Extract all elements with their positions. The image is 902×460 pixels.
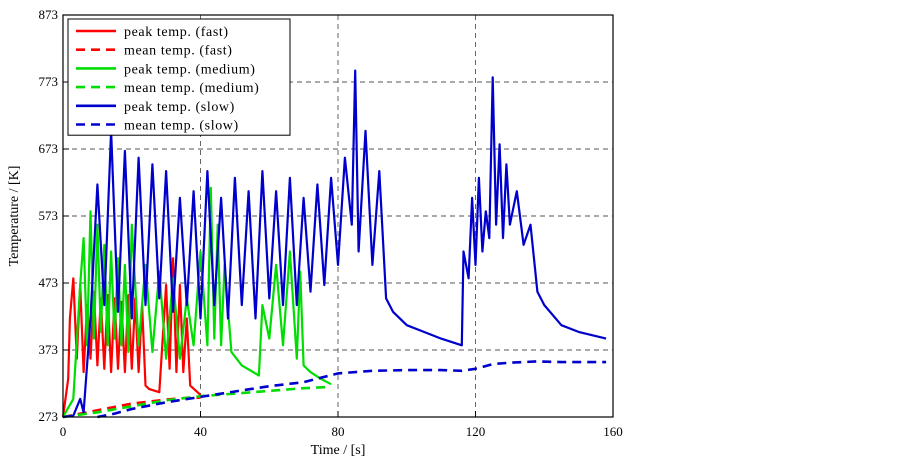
x-axis-title: Time / [s] xyxy=(311,443,366,458)
axis-ticks: 0 40 80 120 160 273 373 473 573 673 773 873 xyxy=(39,7,623,439)
y-tick-label: 373 xyxy=(39,342,59,357)
legend-label-5: mean temp. (slow) xyxy=(124,119,239,134)
y-tick-label: 673 xyxy=(39,141,59,156)
y-tick-label: 773 xyxy=(39,74,59,89)
y-tick-label: 473 xyxy=(39,275,59,290)
x-tick-label: 160 xyxy=(603,424,623,439)
y-tick-label: 573 xyxy=(39,208,59,223)
legend-label-4: peak temp. (slow) xyxy=(124,100,235,115)
x-tick-label: 0 xyxy=(60,424,67,439)
x-tick-label: 40 xyxy=(194,424,207,439)
y-tick-label: 273 xyxy=(39,409,59,424)
series-line-0 xyxy=(61,257,202,418)
legend-label-2: peak temp. (medium) xyxy=(124,62,256,77)
legend-label-1: mean temp. (fast) xyxy=(124,44,233,59)
y-axis-title: Temperature / [K] xyxy=(7,166,22,267)
legend: peak temp. (fast) mean temp. (fast) peak t… xyxy=(67,18,291,136)
legend-box xyxy=(67,18,291,136)
series-line-1 xyxy=(62,396,201,419)
x-tick-label: 80 xyxy=(332,424,345,439)
series-lines xyxy=(61,69,607,419)
legend-label-3: mean temp. (medium) xyxy=(124,81,259,96)
x-tick-label: 120 xyxy=(466,424,486,439)
y-tick-label: 873 xyxy=(39,7,59,22)
series-line-2 xyxy=(62,186,332,418)
series-line-4 xyxy=(62,69,607,419)
legend-label-0: peak temp. (fast) xyxy=(124,25,229,40)
